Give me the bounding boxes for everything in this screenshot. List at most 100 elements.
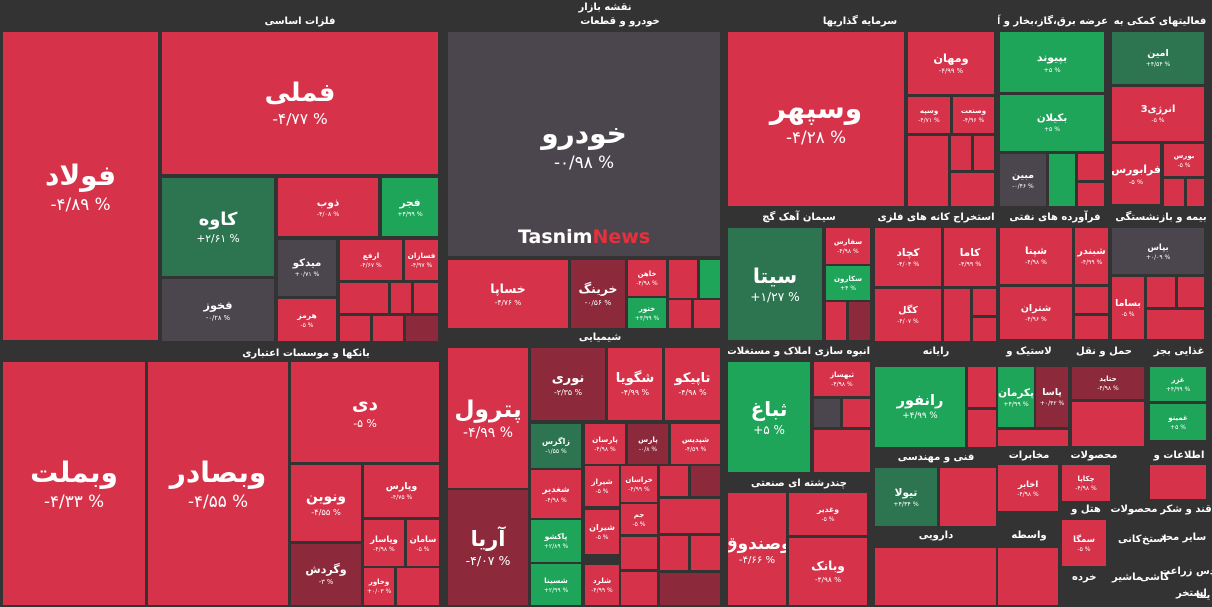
stock-change: -۰/۲۸ % [205,313,231,322]
stock-name: وبصادر [169,456,267,489]
filler-tile [843,399,870,427]
stock-name: شگویا [615,371,655,386]
minor-label: سایر محد [1160,532,1207,543]
stock-change: -۴/۹۸ % [1025,259,1047,266]
stock-tile: مبین -۰/۴۶ % [1000,154,1046,206]
sector-title: دارویی [918,530,954,541]
minor-label: زراعت [1160,566,1193,577]
filler-tile [660,536,688,570]
minor-label: استخر [1176,588,1207,599]
stock-tile: ونوین -۴/۵۵ % [291,465,361,541]
stock-change: -۴/۹۹ % [958,260,982,268]
stock-name: زاگرس [542,437,571,446]
stock-tile: شتران -۴/۹۶ % [1000,287,1072,339]
filler-tile [973,318,996,341]
stock-name: غزر [1171,375,1185,384]
filler-tile [691,536,720,570]
stock-change: +۴/۹۹ % [1003,400,1029,408]
filler-tile [973,289,996,315]
stock-change: -۵ % [821,516,835,523]
stock-change: +۲/۸۹ % [543,543,569,550]
minor-label: ماشیر [1112,572,1143,583]
stock-name: مبین [1011,170,1035,181]
stock-name: آریا [470,527,506,551]
stock-name: شپنا [1024,246,1048,257]
stock-change: +۰/۰۳ % [366,588,392,595]
stock-name: وپارس [385,481,418,492]
stock-tile: وغدیر -۵ % [789,493,867,535]
stock-tile: وصندوق-۴/۶۶ % [728,493,786,605]
stock-change: -۰/۹۸ % [553,151,615,172]
stock-name: وصنعت [960,106,987,115]
sector-title: اطلاعات و [1153,450,1205,461]
stock-change: -۵ % [1177,161,1191,169]
stock-change: +۴/۳۴ % [893,500,919,508]
stock-name: هرمز [297,311,317,320]
stock-name: خساپا [490,281,526,296]
stock-tile: بپاس +۰/۰۹ % [1112,228,1204,274]
stock-name: دی [352,394,378,415]
filler-tile [940,468,996,526]
stock-name: بکیلان [1036,113,1068,124]
stock-tile: وصنعت -۴/۹۶ % [953,97,994,133]
stock-tile: فملی -۴/۷۷ % [162,32,438,174]
stock-tile: رانفور +۴/۹۹ % [875,367,965,447]
sector-title: سرمایه گذاریها [822,16,898,27]
stock-change: +۲/۶۱ % [196,232,240,245]
filler-tile [621,572,657,605]
stock-name: رانفور [896,393,944,409]
stock-change: -۵ % [416,545,430,553]
stock-tile: سمگا -۵ % [1062,520,1106,566]
filler-tile [1147,310,1204,339]
stock-change: -۴/۲۸ % [785,126,847,147]
stock-name: وبملت [30,456,118,489]
stock-change: +۵ % [1170,423,1186,431]
stock-name: غمینو [1168,413,1188,422]
stock-name: تاپیکو [674,371,711,386]
stock-tile: غزر +۴/۹۹ % [1150,367,1206,401]
stock-name: سکارون [834,274,862,283]
filler-tile [660,573,720,605]
stock-change: -۴/۰۷ % [465,553,511,568]
sector-title: انبوه سازی املاک و مستغلات [728,346,870,357]
filler-tile [814,399,840,427]
stock-tile: نوری -۲/۳۵ % [531,348,605,420]
stock-change: -۰/۴۶ % [1012,183,1034,190]
stock-name: وسپه [919,106,939,115]
stock-change: -۴/۹۹ % [620,388,650,397]
stock-change: -۰/۵۶ % [584,297,612,307]
stock-change: -۴/۷۶ % [494,297,522,307]
stock-tile: کاوه +۲/۶۱ % [162,178,274,276]
filler-tile [373,316,403,341]
stock-name: شپدیس [681,435,710,444]
stock-change: -۴/۹۹ % [938,66,964,75]
stock-tile: شغدیر -۴/۹۸ % [531,470,581,518]
stock-name: نوری [551,371,585,386]
sector-title: محصولات [1070,450,1118,461]
stock-tile: سیتا +۱/۲۷ % [728,228,822,340]
stock-change: +۱/۲۷ % [750,290,800,304]
stock-name: ثباغ [750,397,788,421]
stock-tile: میدکو +۰/۷۱ % [278,240,336,296]
stock-change: +۰/۷۱ % [294,271,320,278]
stock-change: -۴/۶۷ % [360,262,382,269]
stock-change: +۰/۰۹ % [1145,253,1171,261]
stock-tile: شگویا -۴/۹۹ % [608,348,662,420]
filler-tile [397,568,439,605]
stock-change: -۴/۷۱ % [918,116,940,124]
sector-title: شیمیایی [578,332,622,343]
filler-tile [700,260,720,298]
stock-tile: بورس -۵ % [1164,144,1204,176]
stock-tile: وسپهر -۴/۲۸ % [728,32,904,206]
stock-name: پترول [454,395,522,423]
filler-tile [691,466,720,496]
filler-tile [875,548,996,605]
stock-change: +۵ % [1043,65,1061,74]
stock-tile: وگردش -۳ % [291,544,361,605]
stock-tile: فرابورس -۵ % [1112,144,1160,204]
filler-tile [1078,183,1104,206]
stock-change: +۴/۹۹ % [397,210,423,218]
sector-title: قند و شکر [1160,504,1212,515]
stock-change: -۴/۹۹ % [463,424,513,441]
stock-name: شبندر [1077,246,1106,257]
